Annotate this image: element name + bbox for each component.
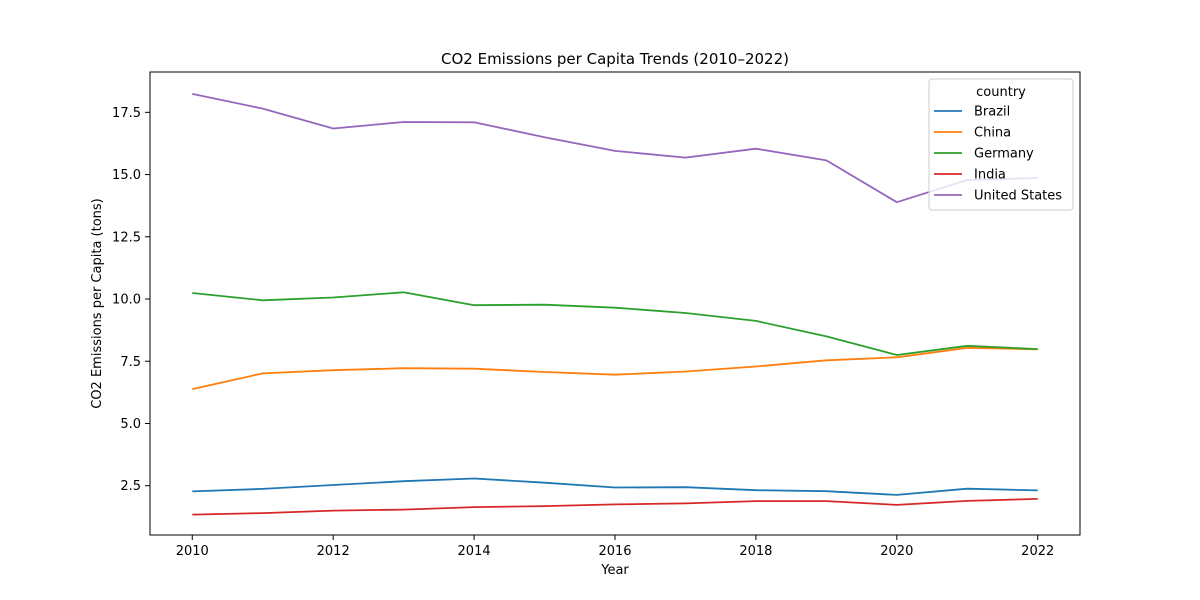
x-tick-label: 2012	[317, 544, 350, 559]
y-tick-label: 12.5	[112, 230, 141, 245]
legend-entry-label: Germany	[974, 147, 1034, 162]
y-tick-label: 7.5	[120, 355, 141, 370]
y-tick-label: 10.0	[112, 293, 141, 308]
legend-box	[928, 78, 1074, 211]
legend-entry-label: China	[974, 126, 1011, 141]
y-axis-label: CO2 Emissions per Capita (tons)	[90, 198, 105, 409]
series-line-brazil	[192, 477, 1038, 496]
legend-entry-label: Brazil	[974, 105, 1010, 120]
y-tick-label: 2.5	[120, 479, 141, 494]
x-tick-label: 2010	[176, 544, 209, 559]
legend-entry-label: United States	[974, 189, 1062, 204]
x-tick-label: 2022	[1021, 544, 1054, 559]
legend: country Brazil China Germany India United Sta…	[928, 78, 1074, 211]
y-tick-label: 17.5	[112, 106, 141, 121]
series-line-china	[192, 346, 1038, 390]
series-line-germany	[192, 291, 1038, 356]
series-line-india	[192, 498, 1038, 516]
legend-title: country	[976, 85, 1026, 100]
plot-area	[192, 93, 1038, 516]
x-tick-label: 2016	[598, 544, 631, 559]
y-tick-label: 15.0	[112, 168, 141, 183]
legend-entry-label: India	[974, 168, 1006, 183]
chart-title: CO2 Emissions per Capita Trends (2010–20…	[441, 50, 789, 68]
x-tick-label: 2020	[880, 544, 913, 559]
y-tick-label: 5.0	[120, 417, 141, 432]
x-tick-label: 2018	[739, 544, 772, 559]
x-tick-label: 2014	[458, 544, 491, 559]
x-axis-label: Year	[600, 563, 629, 578]
series-line-united-states	[192, 93, 1038, 204]
